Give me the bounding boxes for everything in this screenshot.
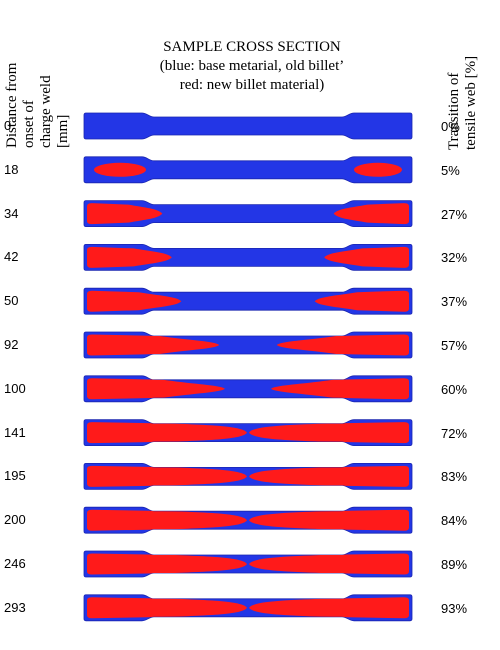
new-billet-material	[94, 162, 146, 177]
new-billet-material	[324, 246, 409, 268]
transition-label: 84%	[441, 513, 468, 529]
distance-label: 34	[4, 205, 19, 221]
transition-label: 5%	[441, 162, 460, 178]
distance-label: 50	[4, 293, 19, 309]
distance-label: 293	[4, 599, 26, 615]
transition-label: 93%	[441, 600, 468, 616]
distance-label: 246	[4, 556, 26, 571]
new-billet-material	[249, 509, 409, 531]
distance-label: 100	[4, 380, 26, 396]
specimen-row	[83, 463, 413, 490]
distance-label: 141	[4, 424, 26, 440]
new-billet-material	[333, 203, 409, 225]
specimen-row	[83, 550, 413, 578]
new-billet-material	[87, 246, 172, 268]
new-billet-material	[87, 290, 182, 312]
specimen-base-material	[83, 200, 413, 227]
specimen-base-material	[83, 156, 413, 184]
title-line: (blue: base metarial, old billet’	[159, 58, 345, 74]
specimen-row	[83, 287, 413, 315]
new-billet-material	[87, 334, 220, 356]
transition-label: 57%	[441, 338, 468, 353]
new-billet-material	[87, 509, 247, 531]
new-billet-material	[354, 162, 402, 177]
distance-label: 92	[4, 337, 19, 352]
specimen-row	[83, 506, 413, 534]
new-billet-material	[87, 597, 247, 619]
specimen-row	[83, 244, 413, 271]
distance-label: 18	[4, 161, 19, 177]
specimen-base-material	[83, 112, 413, 140]
diagram-title: SAMPLE CROSS SECTION (blue: base metaria…	[98, 38, 406, 95]
distance-label: 0	[4, 118, 12, 133]
title-line: red: new billet material)	[179, 77, 325, 93]
specimen-row	[83, 156, 413, 184]
specimen-row	[83, 200, 413, 227]
new-billet-material	[276, 334, 409, 356]
new-billet-material	[314, 290, 409, 312]
specimen-row	[83, 594, 413, 622]
title-line: SAMPLE CROSS SECTION	[163, 39, 341, 55]
transition-label: 32%	[441, 250, 468, 266]
specimen-row	[83, 375, 413, 403]
new-billet-material	[87, 553, 247, 575]
new-billet-material	[87, 422, 247, 444]
new-billet-material	[87, 203, 163, 225]
specimen-row	[83, 419, 413, 446]
new-billet-material	[249, 422, 409, 444]
transition-label: 83%	[441, 469, 468, 485]
transition-label: 60%	[441, 381, 468, 397]
specimen-base-material	[83, 287, 413, 315]
new-billet-material	[87, 465, 247, 487]
transition-label: 0%	[441, 119, 460, 134]
transition-label: 72%	[441, 425, 468, 441]
specimen-row	[83, 331, 413, 359]
new-billet-material	[87, 378, 225, 400]
transition-label: 37%	[441, 294, 468, 310]
distance-label: 200	[4, 512, 26, 528]
transition-label: 27%	[441, 206, 468, 222]
distance-label: 195	[4, 468, 26, 484]
specimen-base-material	[83, 244, 413, 271]
transition-label: 89%	[441, 557, 468, 572]
new-billet-material	[271, 378, 409, 400]
specimen-row	[83, 112, 413, 140]
new-billet-material	[249, 553, 409, 575]
new-billet-material	[249, 597, 409, 619]
distance-label: 42	[4, 249, 19, 265]
new-billet-material	[249, 465, 409, 487]
